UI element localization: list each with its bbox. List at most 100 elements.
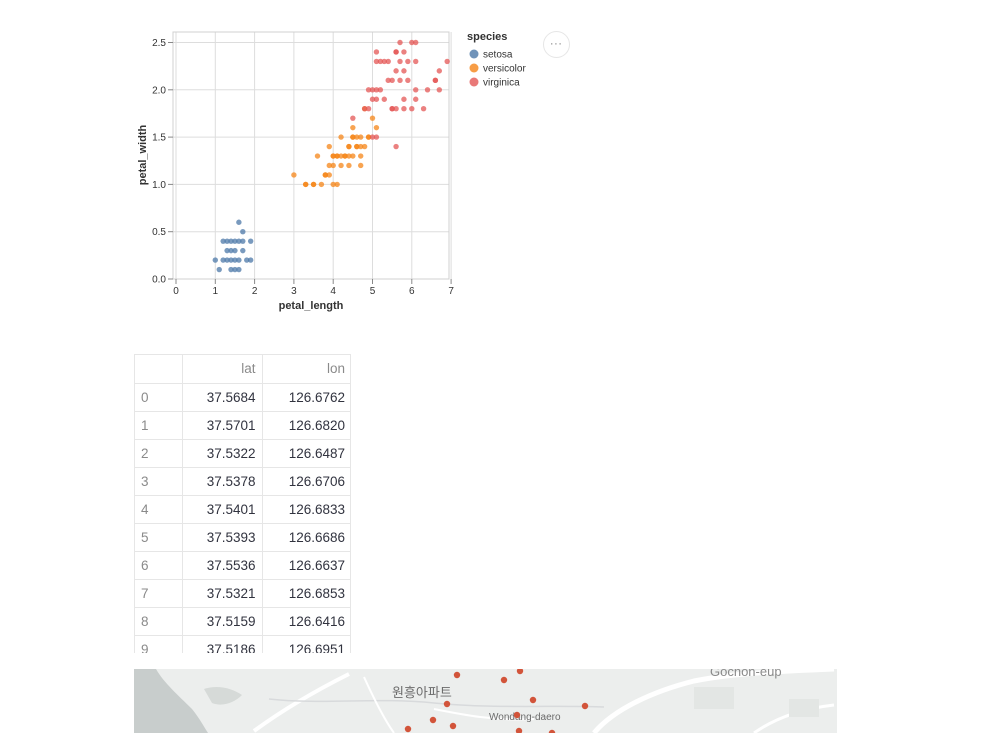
map-marker[interactable] [581, 702, 589, 710]
point-versicolor[interactable] [354, 143, 360, 150]
point-virginica[interactable] [413, 39, 419, 46]
point-virginica[interactable] [361, 106, 368, 112]
point-virginica[interactable] [397, 39, 403, 46]
point-versicolor[interactable] [314, 153, 321, 159]
point-versicolor[interactable] [365, 134, 372, 140]
table-row[interactable]: 2 37.5322 126.6487 [135, 439, 350, 468]
point-virginica[interactable] [373, 58, 380, 65]
point-setosa[interactable] [228, 257, 234, 263]
map-marker[interactable] [513, 711, 521, 719]
point-virginica[interactable] [381, 96, 387, 102]
point-versicolor[interactable] [322, 172, 329, 178]
table-row[interactable]: 8 37.5159 126.6416 [135, 607, 350, 636]
point-versicolor[interactable] [338, 134, 344, 140]
point-virginica[interactable] [436, 87, 443, 93]
point-setosa[interactable] [224, 247, 230, 254]
point-versicolor[interactable] [326, 172, 332, 178]
point-virginica[interactable] [393, 68, 399, 74]
point-versicolor[interactable] [358, 134, 364, 140]
point-setosa[interactable] [236, 219, 242, 225]
point-virginica[interactable] [365, 87, 372, 93]
lon-header[interactable]: lon [262, 355, 350, 384]
point-setosa[interactable] [232, 257, 238, 263]
point-versicolor[interactable] [330, 181, 336, 188]
point-virginica[interactable] [389, 106, 395, 112]
point-versicolor[interactable] [358, 143, 364, 150]
point-setosa[interactable] [220, 238, 226, 244]
point-virginica[interactable] [377, 87, 384, 93]
point-virginica[interactable] [424, 87, 431, 93]
map-marker[interactable] [529, 696, 537, 704]
table-row[interactable]: 1 37.5701 126.6820 [135, 411, 350, 440]
point-setosa[interactable] [228, 247, 234, 254]
point-setosa[interactable] [224, 257, 230, 263]
point-setosa[interactable] [236, 238, 242, 244]
point-virginica[interactable] [413, 87, 419, 93]
point-setosa[interactable] [232, 238, 238, 244]
table-row[interactable]: 0 37.5684 126.6762 [135, 383, 350, 412]
point-versicolor[interactable] [369, 115, 376, 121]
point-setosa[interactable] [236, 266, 242, 273]
point-virginica[interactable] [369, 134, 376, 140]
point-setosa[interactable] [228, 266, 234, 273]
point-setosa[interactable] [232, 247, 238, 254]
point-versicolor[interactable] [334, 153, 340, 159]
point-versicolor[interactable] [291, 172, 297, 178]
point-virginica[interactable] [369, 96, 376, 102]
point-versicolor[interactable] [354, 134, 360, 140]
point-versicolor[interactable] [358, 162, 364, 169]
point-virginica[interactable] [401, 96, 407, 102]
point-setosa[interactable] [240, 247, 246, 254]
table-row[interactable]: 3 37.5378 126.6706 [135, 467, 350, 496]
map-marker[interactable] [443, 700, 451, 708]
point-versicolor[interactable] [350, 153, 356, 159]
point-virginica[interactable] [413, 96, 419, 102]
point-setosa[interactable] [244, 257, 250, 263]
map-marker[interactable] [548, 729, 556, 733]
point-versicolor[interactable] [342, 153, 348, 159]
point-virginica[interactable] [350, 115, 356, 121]
point-versicolor[interactable] [330, 153, 336, 159]
point-virginica[interactable] [436, 68, 443, 74]
point-versicolor[interactable] [302, 181, 309, 188]
map-marker[interactable] [449, 722, 457, 730]
point-virginica[interactable] [373, 134, 380, 140]
point-setosa[interactable] [224, 238, 230, 244]
point-versicolor[interactable] [338, 162, 344, 169]
point-virginica[interactable] [401, 68, 407, 74]
point-virginica[interactable] [409, 106, 415, 112]
table-row[interactable]: 7 37.5321 126.6853 [135, 579, 350, 608]
point-versicolor[interactable] [373, 124, 380, 131]
lat-header[interactable]: lat [182, 355, 263, 384]
point-setosa[interactable] [232, 266, 238, 273]
point-virginica[interactable] [373, 96, 380, 102]
point-versicolor[interactable] [334, 181, 340, 188]
point-setosa[interactable] [216, 266, 222, 273]
point-virginica[interactable] [432, 77, 439, 84]
point-virginica[interactable] [413, 58, 419, 65]
point-virginica[interactable] [405, 58, 411, 65]
point-versicolor[interactable] [326, 162, 332, 169]
point-virginica[interactable] [373, 49, 380, 55]
point-virginica[interactable] [444, 58, 450, 65]
table-row[interactable]: 5 37.5393 126.6686 [135, 523, 350, 552]
table-row[interactable]: 4 37.5401 126.6833 [135, 495, 350, 524]
dataframe-table[interactable]: lat lon 0 37.5684 126.6762 1 37.5701 126.6820… [134, 354, 351, 653]
point-virginica[interactable] [377, 58, 384, 65]
map-view[interactable]: 원흥아파트 Wondang-daero Gochon-eup [134, 669, 837, 733]
point-virginica[interactable] [365, 106, 372, 112]
table-row[interactable]: 9 37.5186 126.6951 [135, 635, 350, 653]
point-virginica[interactable] [401, 106, 407, 112]
point-virginica[interactable] [369, 87, 376, 93]
point-setosa[interactable] [236, 257, 242, 263]
point-setosa[interactable] [220, 257, 226, 263]
point-virginica[interactable] [389, 77, 395, 84]
point-versicolor[interactable] [350, 124, 356, 131]
point-setosa[interactable] [212, 257, 218, 263]
point-virginica[interactable] [420, 106, 427, 112]
point-versicolor[interactable] [346, 143, 352, 150]
map-marker[interactable] [515, 727, 523, 733]
point-virginica[interactable] [397, 58, 403, 65]
point-virginica[interactable] [409, 39, 415, 46]
point-versicolor[interactable] [326, 143, 332, 150]
